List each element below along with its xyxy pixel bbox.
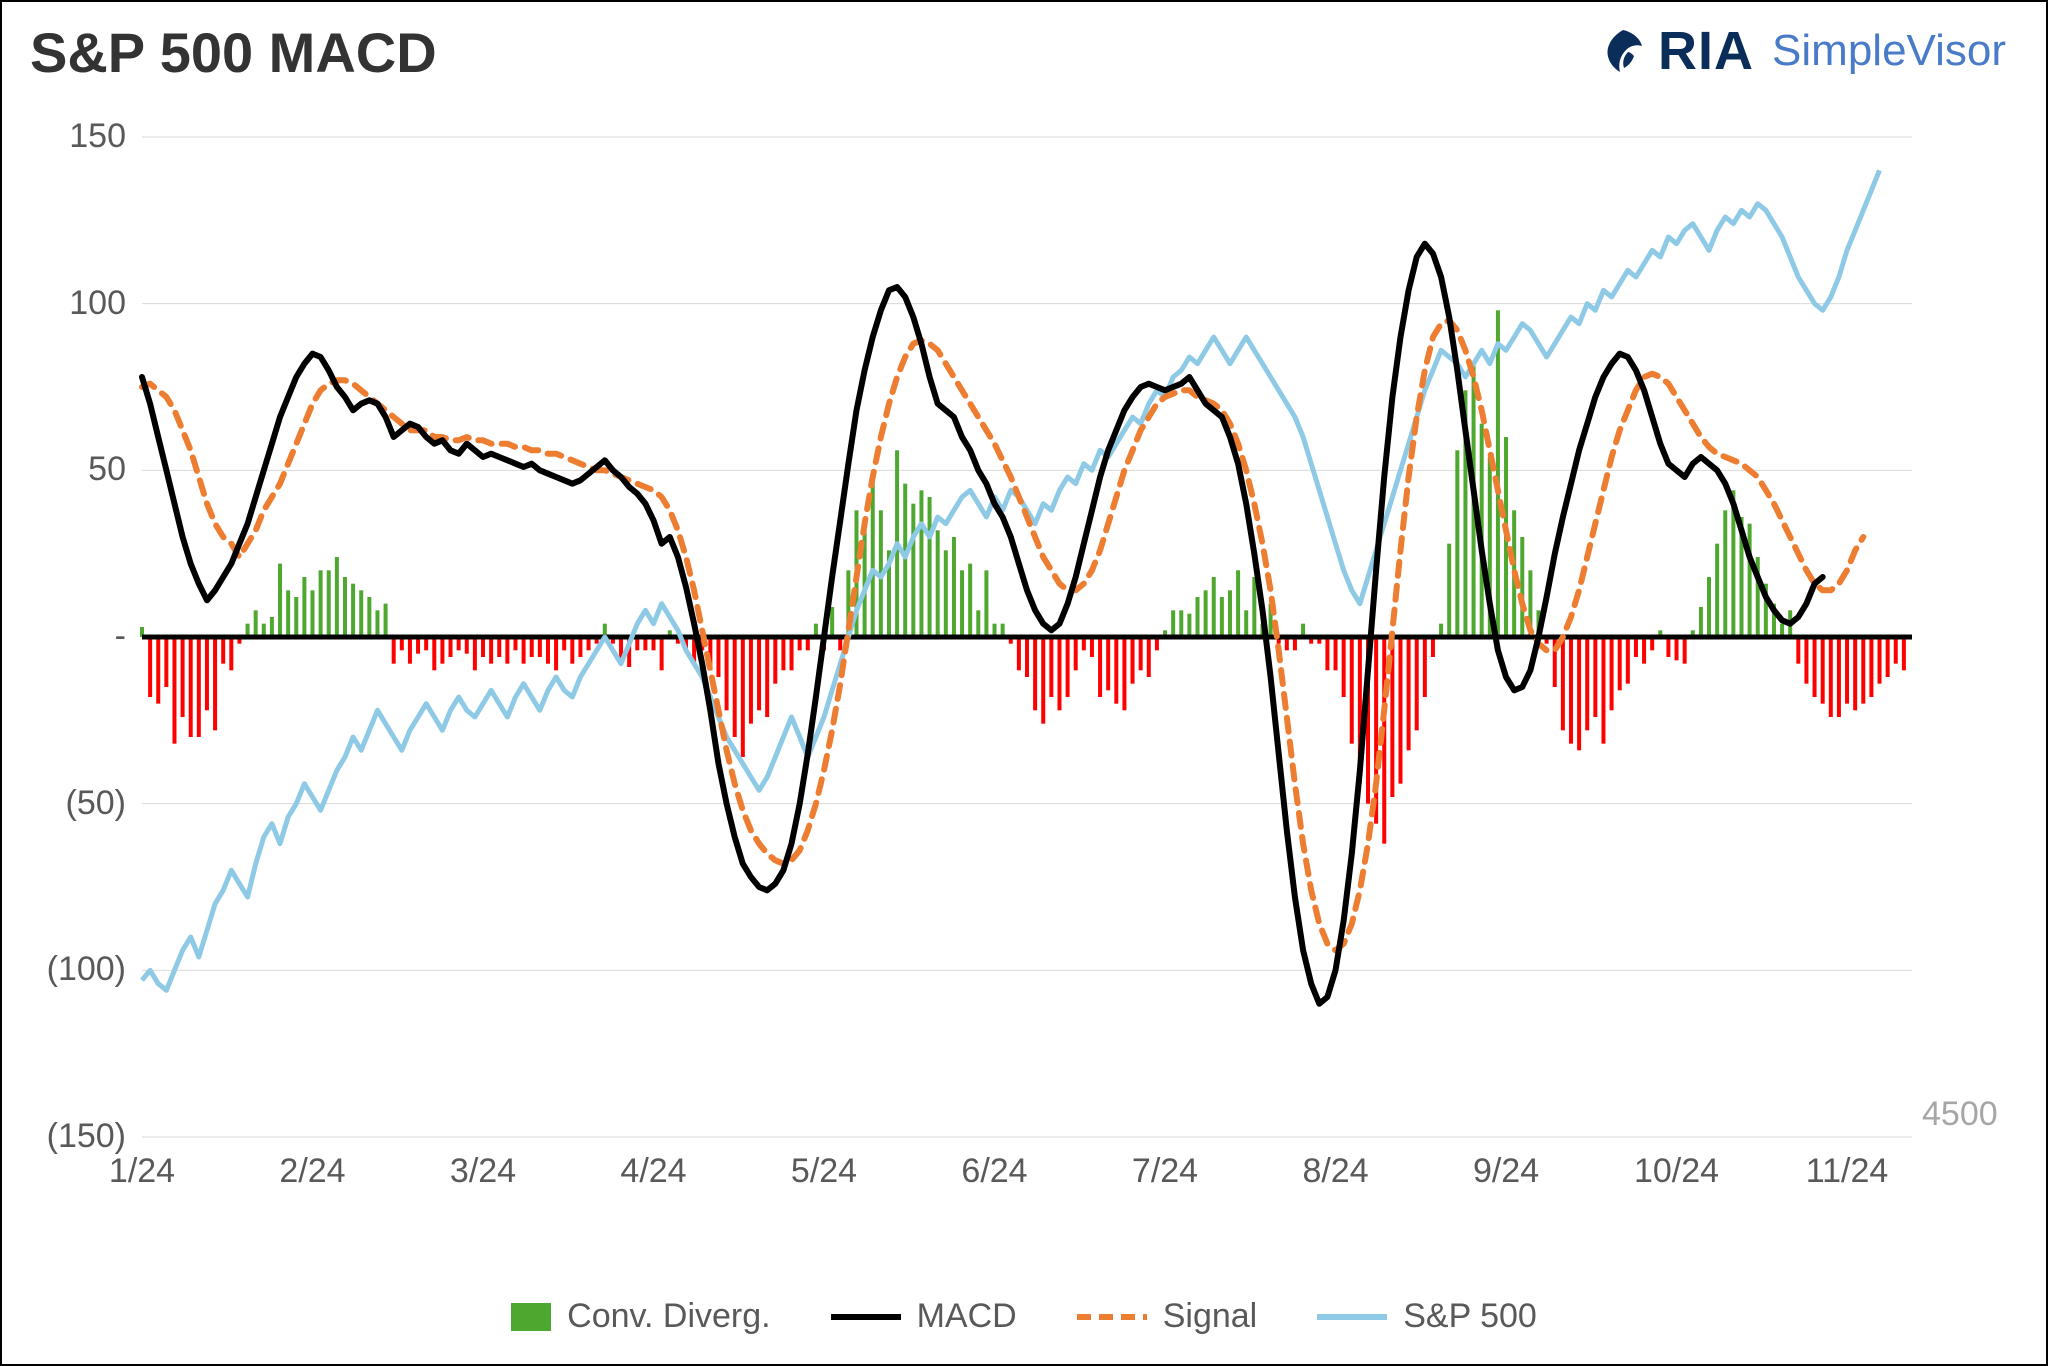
legend-item: MACD [831,1297,1017,1336]
x-tick-label: 4/24 [620,1152,686,1191]
y-tick-label: 50 [16,450,126,489]
x-tick-label: 11/24 [1806,1152,1889,1191]
legend-swatch [1077,1314,1147,1320]
legend: Conv. Diverg. MACD Signal S&P 500 [2,1297,2046,1336]
ria-text: RIA [1658,20,1754,82]
y-tick-label: - [16,617,126,656]
legend-swatch [1317,1314,1387,1320]
y-tick-label: 150 [16,117,126,156]
simplevisor-text: SimpleVisor [1772,26,2006,76]
x-tick-label: 5/24 [791,1152,857,1191]
brand-block: RIA SimpleVisor [1598,20,2006,82]
legend-label: S&P 500 [1403,1297,1537,1336]
legend-item: Conv. Diverg. [511,1297,770,1336]
y-tick-label: (50) [16,784,126,823]
y-tick-label: (150) [16,1117,126,1156]
x-tick-label: 1/24 [109,1152,175,1191]
legend-item: S&P 500 [1317,1297,1537,1336]
y2-tick-label: 4500 [1922,1095,1998,1134]
legend-label: Signal [1163,1297,1258,1336]
x-tick-label: 10/24 [1634,1152,1719,1191]
legend-label: Conv. Diverg. [567,1297,770,1336]
legend-label: MACD [917,1297,1017,1336]
y-tick-label: (100) [16,950,126,989]
x-tick-label: 9/24 [1473,1152,1539,1191]
plot-area [142,137,1912,1137]
x-tick-label: 8/24 [1302,1152,1368,1191]
chart-title: S&P 500 MACD [30,20,437,85]
legend-item: Signal [1077,1297,1258,1336]
x-tick-label: 7/24 [1132,1152,1198,1191]
x-tick-label: 6/24 [961,1152,1027,1191]
eagle-icon [1598,26,1648,76]
ria-logo: RIA [1598,20,1754,82]
legend-swatch [831,1314,901,1320]
x-tick-label: 2/24 [279,1152,345,1191]
chart-container: S&P 500 MACD RIA SimpleVisor 150 100 50 - (5… [0,0,2048,1366]
legend-swatch [511,1303,551,1331]
plot-svg [142,137,1912,1137]
y-tick-label: 100 [16,284,126,323]
x-tick-label: 3/24 [450,1152,516,1191]
